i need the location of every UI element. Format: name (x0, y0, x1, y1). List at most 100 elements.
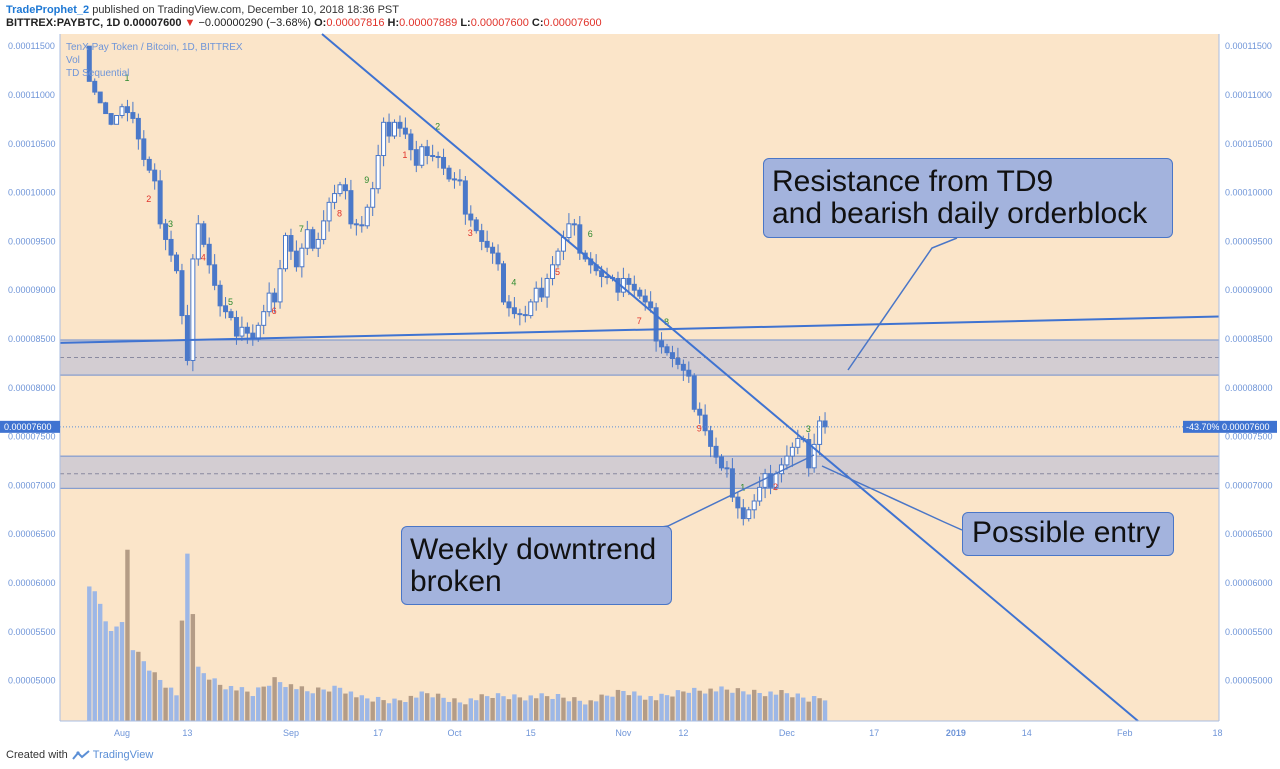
volume-bar (130, 650, 136, 721)
candle-body (479, 230, 485, 242)
open-value: 0.00007816 (326, 17, 385, 29)
volume-bar (114, 626, 119, 721)
volume-bar (615, 689, 621, 721)
candle-body (348, 190, 354, 225)
volume-bar (87, 586, 92, 721)
candle-body (675, 358, 681, 365)
candle-body (484, 240, 490, 248)
author-link[interactable]: TradeProphet_2 (6, 4, 90, 16)
callout-possible-entry: Possible entry (962, 512, 1174, 556)
candle-body (735, 496, 741, 509)
volume-bar (294, 689, 299, 721)
candle-body (631, 283, 637, 291)
candle-body (528, 301, 534, 317)
volume-bar (528, 695, 533, 721)
candle-body (174, 254, 179, 272)
candle-body (702, 414, 708, 432)
candle-body (511, 307, 517, 315)
candle-body (446, 167, 452, 180)
volume-bar (599, 694, 604, 721)
candle-body (190, 258, 196, 361)
ohlc-line: BITTREX:PAYBTC, 1D 0.00007600 ▼ −0.00000… (6, 17, 602, 29)
volume-bar (397, 700, 403, 721)
candle-body (130, 112, 136, 119)
td-count-label: 9 (697, 423, 702, 433)
published-text: published on TradingView.com, December 1… (89, 4, 399, 16)
volume-bar (484, 696, 490, 721)
y-tick-label-right: 0.00006500 (1225, 529, 1273, 539)
y-tick-label-left: 0.00011000 (8, 90, 55, 100)
candle-body (424, 146, 430, 157)
candle-body (97, 91, 103, 104)
callout-pointer (821, 465, 963, 531)
volume-bar (403, 702, 408, 721)
volume-bar (256, 687, 261, 721)
volume-bar (354, 697, 359, 721)
volume-bar (321, 689, 326, 721)
volume-bar (724, 689, 730, 721)
volume-bar (768, 691, 773, 721)
candle-body (413, 149, 419, 166)
candle-body (141, 138, 147, 160)
price-badge-left-text: 0.00007600 (4, 422, 52, 432)
candle-body (778, 464, 784, 475)
candle-body (539, 287, 545, 298)
volume-bar (435, 693, 441, 721)
volume-bar (174, 695, 179, 721)
tradingview-brand-link[interactable]: TradingView (92, 749, 154, 761)
x-tick-label: 17 (373, 728, 383, 738)
volume-bar (152, 672, 157, 721)
down-arrow-icon: ▼ (184, 17, 196, 29)
volume-bar (207, 679, 212, 721)
td-count-label: 6 (588, 229, 593, 239)
price-badge-right (1219, 420, 1277, 433)
y-tick-label-left: 0.00010500 (8, 139, 56, 149)
volume-bar (212, 678, 217, 721)
chart-legend: TenX Pay Token / Bitcoin, 1D, BITTREX Vo… (66, 41, 243, 80)
x-tick-label: 15 (526, 728, 536, 738)
high-label: H: (387, 17, 400, 29)
volume-bar (239, 687, 245, 721)
volume-bar (228, 685, 234, 721)
volume-bar (790, 697, 795, 721)
volume-bar (316, 687, 321, 721)
volume-bar (648, 696, 653, 721)
candle-body (124, 106, 130, 114)
candle-body (337, 184, 343, 195)
candle-body (724, 467, 730, 470)
volume-bar (697, 690, 702, 721)
publish-line: TradeProphet_2 published on TradingView.… (6, 4, 399, 16)
td-count-label: 7 (299, 224, 304, 234)
candle-body (566, 223, 572, 238)
volume-bar (675, 690, 681, 721)
volume-bar (163, 687, 168, 721)
candle-body (473, 219, 479, 232)
td-count-label: 2 (435, 122, 440, 132)
candle-body (680, 363, 686, 371)
td-count-label: 2 (146, 194, 151, 204)
open-label: O: (314, 17, 327, 29)
volume-bar (185, 553, 190, 721)
candle-body (719, 456, 724, 469)
volume-bar (610, 696, 615, 721)
volume-bar (217, 684, 223, 721)
trendline-support (59, 315, 1220, 344)
volume-bar (430, 697, 435, 721)
volume-bar (637, 695, 642, 721)
y-tick-label-right: 0.00010500 (1225, 139, 1273, 149)
candle-body (370, 188, 376, 208)
x-tick-label: Aug (114, 728, 130, 738)
volume-bar (512, 694, 517, 721)
td-count-label: 3 (168, 219, 173, 229)
close-label: C: (531, 17, 544, 29)
volume-bar (523, 700, 528, 721)
volume-bar (501, 696, 506, 721)
low-value: 0.00007600 (470, 17, 529, 29)
volume-bar (708, 688, 713, 721)
candle-body (713, 445, 719, 458)
volume-bar (741, 691, 746, 721)
volume-bar (626, 695, 632, 721)
volume-bar (686, 692, 691, 721)
volume-bar (474, 700, 479, 721)
